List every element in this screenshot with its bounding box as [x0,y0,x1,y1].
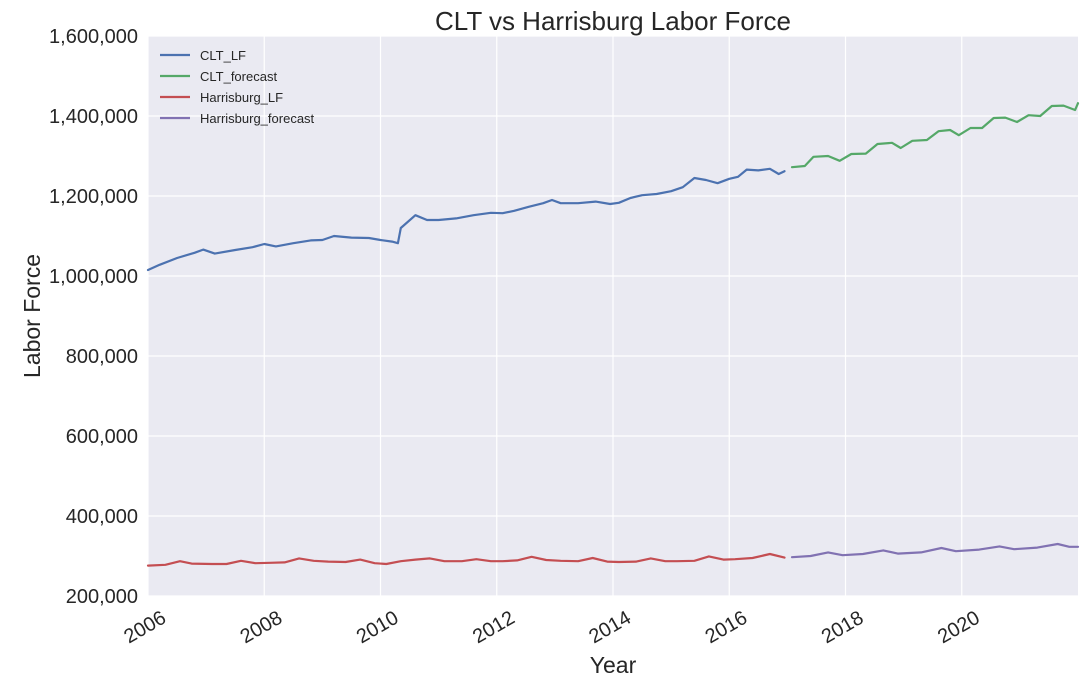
y-tick-label: 400,000 [66,506,138,528]
x-tick-label: 2020 [934,607,984,648]
chart-title: CLT vs Harrisburg Labor Force [435,6,791,36]
series-line-harrisburg-lf [146,552,786,567]
series-line-clt-forecast [790,102,1080,169]
y-axis-label: Labor Force [19,254,45,378]
x-tick-label: 2006 [120,607,170,648]
y-tick-label: 1,000,000 [49,266,138,288]
legend-label: Harrisburg_LF [200,90,283,105]
x-tick-label: 2018 [818,607,868,648]
legend-label: CLT_forecast [200,69,277,84]
legend-label: Harrisburg_forecast [200,111,315,126]
x-axis-ticks: 2006 2008 2010 2012 2014 2016 2018 2020 [120,607,983,648]
x-tick-label: 2014 [585,607,635,648]
series-line-clt-lf [146,167,786,272]
y-tick-label: 1,400,000 [49,106,138,128]
y-tick-label: 600,000 [66,426,138,448]
y-tick-label: 1,200,000 [49,186,138,208]
y-tick-label: 800,000 [66,346,138,368]
series-lines [146,102,1080,567]
legend-item: Harrisburg_LF [160,90,283,105]
gridlines [147,35,1078,597]
legend-item: CLT_forecast [160,69,277,84]
legend-label: CLT_LF [200,48,246,63]
legend-item: CLT_LF [160,48,246,63]
x-tick-label: 2016 [702,607,752,648]
y-tick-label: 200,000 [66,586,138,608]
x-tick-label: 2008 [237,607,287,648]
legend: CLT_LF CLT_forecast Harrisburg_LF Harrisbur… [160,48,315,126]
y-axis-ticks: 200,000 400,000 600,000 800,000 1,000,000 1,2… [49,26,138,608]
x-axis-label: Year [590,652,637,678]
x-tick-label: 2010 [353,607,403,648]
legend-item: Harrisburg_forecast [160,111,315,126]
y-tick-label: 1,600,000 [49,26,138,48]
x-tick-label: 2012 [469,607,519,648]
series-line-harrisburg-forecast [790,542,1080,559]
